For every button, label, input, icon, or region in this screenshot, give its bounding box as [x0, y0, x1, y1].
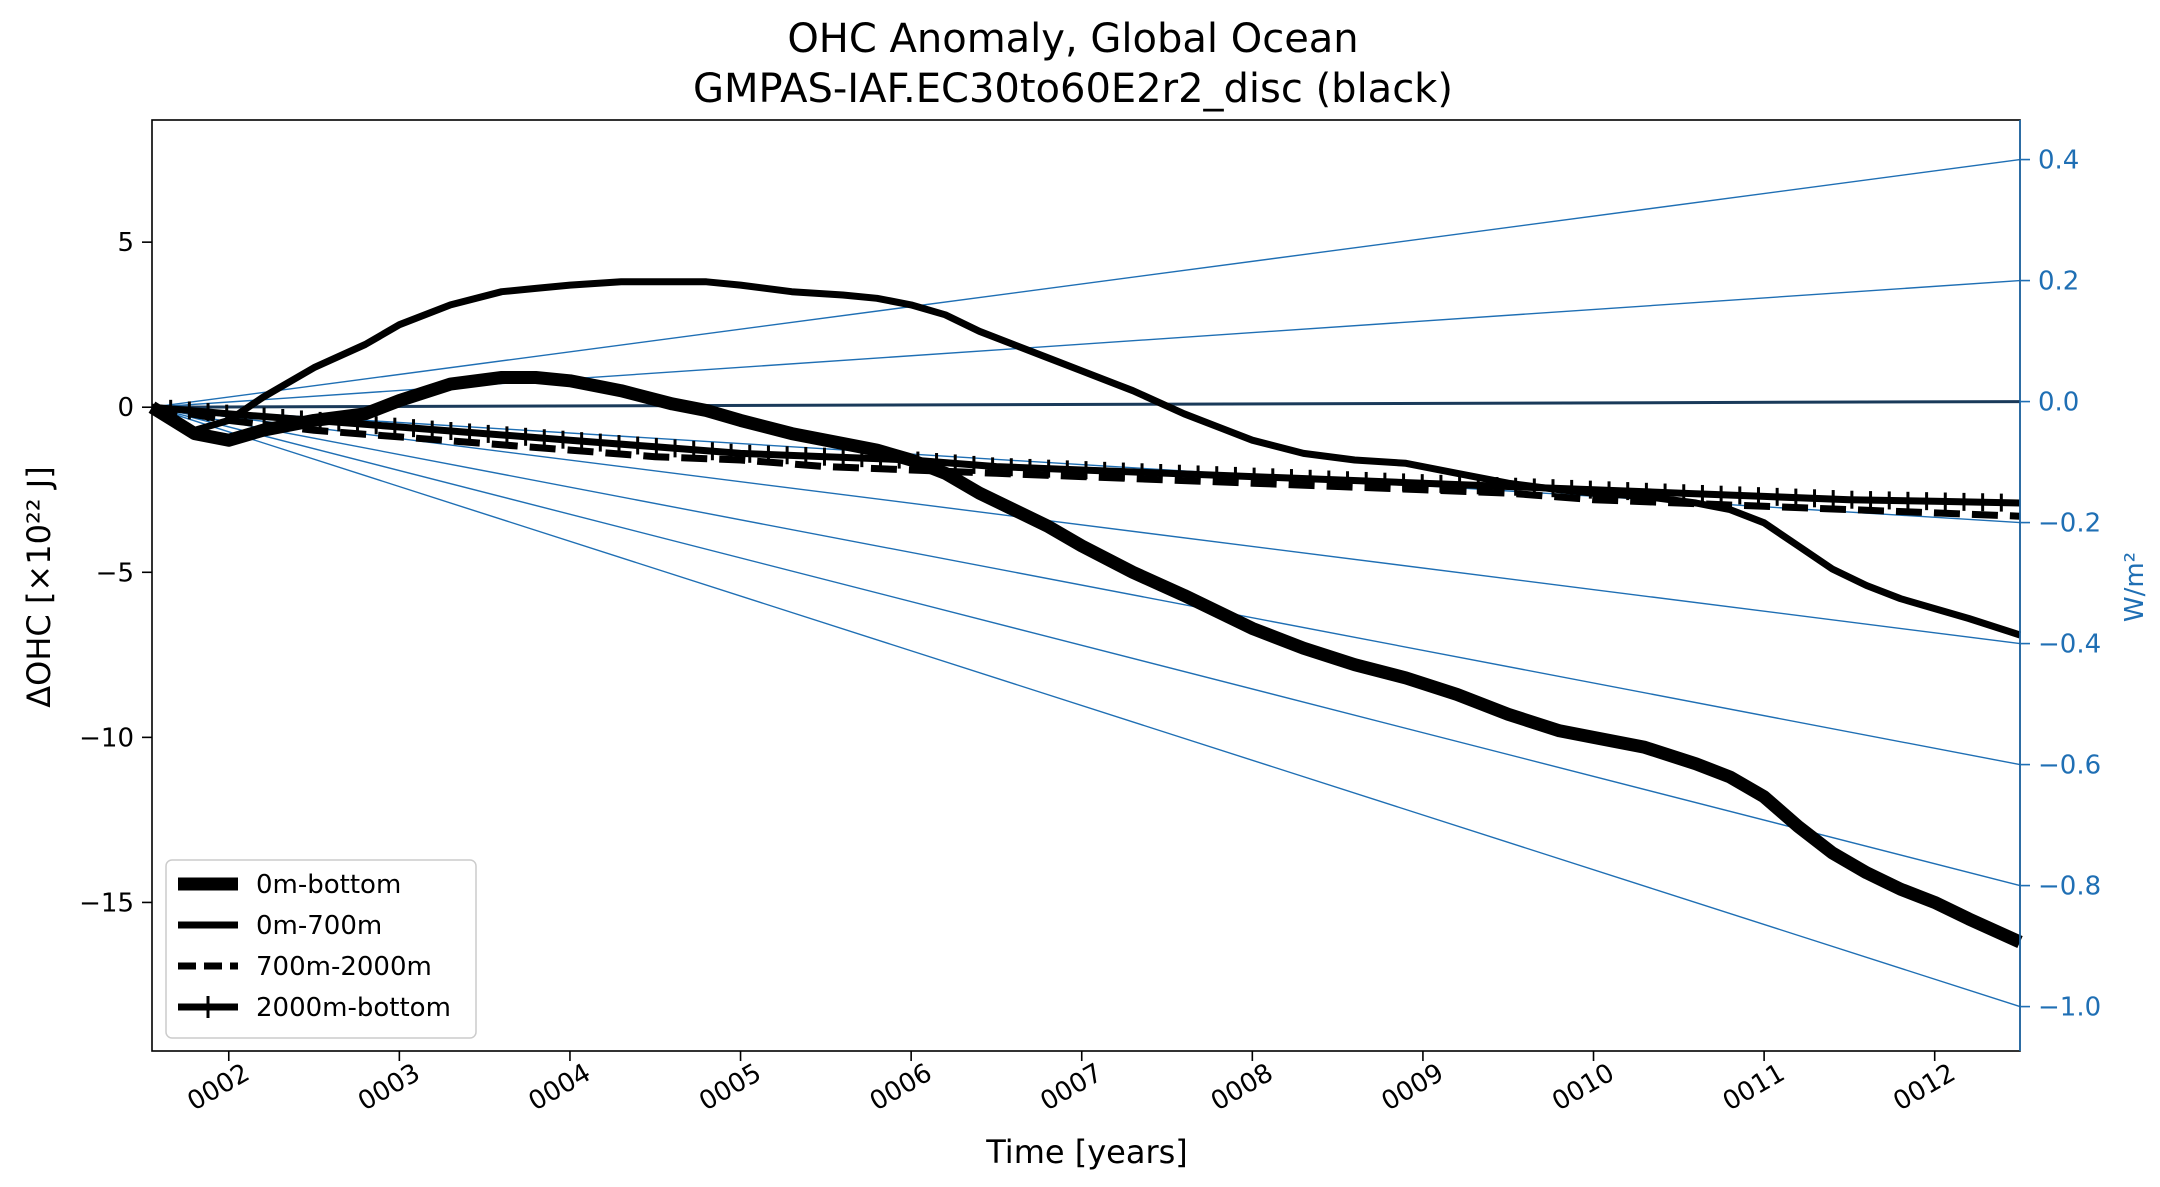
x-tick-label: 0008 — [1206, 1058, 1278, 1117]
series-line-0m-700m — [150, 278, 2022, 639]
series-layer — [148, 278, 2023, 949]
legend-label: 700m-2000m — [256, 952, 432, 982]
x-tick-label: 0012 — [1888, 1058, 1960, 1117]
reference-line-5 — [151, 406, 2021, 766]
x-tick-label: 0006 — [865, 1058, 937, 1117]
x-tick-label: 0009 — [1377, 1058, 1449, 1117]
right-axis-ticks: 0.4 0.2 0.0 −0.2 −0.4 −0.6 −0.8 −1.0 — [2020, 146, 2101, 1023]
x-axis-label: Time [years] — [985, 1133, 1188, 1171]
chart-title: OHC Anomaly, Global Ocean — [787, 16, 1358, 62]
right-axis-label: W/m² — [2120, 552, 2150, 622]
y-tick-label: −15 — [79, 888, 134, 918]
right-tick-label: −0.2 — [2038, 509, 2101, 539]
chart-subtitle: GMPAS-IAF.EC30to60E2r2_disc (black) — [693, 66, 1453, 112]
legend-label: 2000m-bottom — [256, 993, 451, 1023]
x-tick-label: 0004 — [524, 1058, 596, 1117]
x-tick-label: 0010 — [1547, 1058, 1619, 1117]
x-tick-label: 0003 — [353, 1058, 425, 1117]
y-axis-ticks: 5 0 −5 −10 −15 — [79, 228, 152, 918]
y-tick-label: −10 — [79, 723, 134, 753]
y-tick-label: −5 — [96, 558, 134, 588]
legend: 0m-bottom 0m-700m 700m-2000m 2000m-bottom — [165, 859, 477, 1039]
right-tick-label: −0.6 — [2038, 751, 2101, 781]
right-tick-label: 0.2 — [2038, 267, 2079, 297]
legend-label: 0m-bottom — [256, 870, 401, 900]
right-tick-label: −1.0 — [2038, 993, 2101, 1023]
right-tick-label: −0.8 — [2038, 872, 2101, 902]
right-tick-label: 0.4 — [2038, 146, 2079, 176]
reference-line-4 — [151, 406, 2021, 645]
reference-line-7 — [151, 406, 2021, 1008]
right-tick-label: 0.0 — [2038, 388, 2079, 418]
x-tick-label: 0005 — [694, 1058, 766, 1117]
y-tick-label: 0 — [117, 393, 134, 423]
legend-label: 0m-700m — [256, 911, 382, 941]
x-tick-label: 0002 — [182, 1058, 254, 1117]
x-axis-ticks: 0002 0003 0004 0005 0006 0007 0008 0009 0010 0011… — [182, 1051, 1961, 1117]
right-tick-label: −0.4 — [2038, 630, 2101, 660]
reference-line-2 — [151, 400, 2021, 409]
y-tick-label: 5 — [117, 228, 134, 258]
x-tick-label: 0011 — [1718, 1058, 1790, 1117]
series-line-0m-bottom — [148, 371, 2023, 949]
y-axis-label: ΔOHC [×10²² J] — [20, 466, 58, 707]
x-tick-label: 0007 — [1035, 1058, 1107, 1117]
reference-line-6 — [151, 406, 2021, 887]
reference-line-0 — [151, 158, 2021, 408]
legend-box — [165, 859, 477, 1039]
series-line-2000m-bottom — [151, 403, 2021, 507]
